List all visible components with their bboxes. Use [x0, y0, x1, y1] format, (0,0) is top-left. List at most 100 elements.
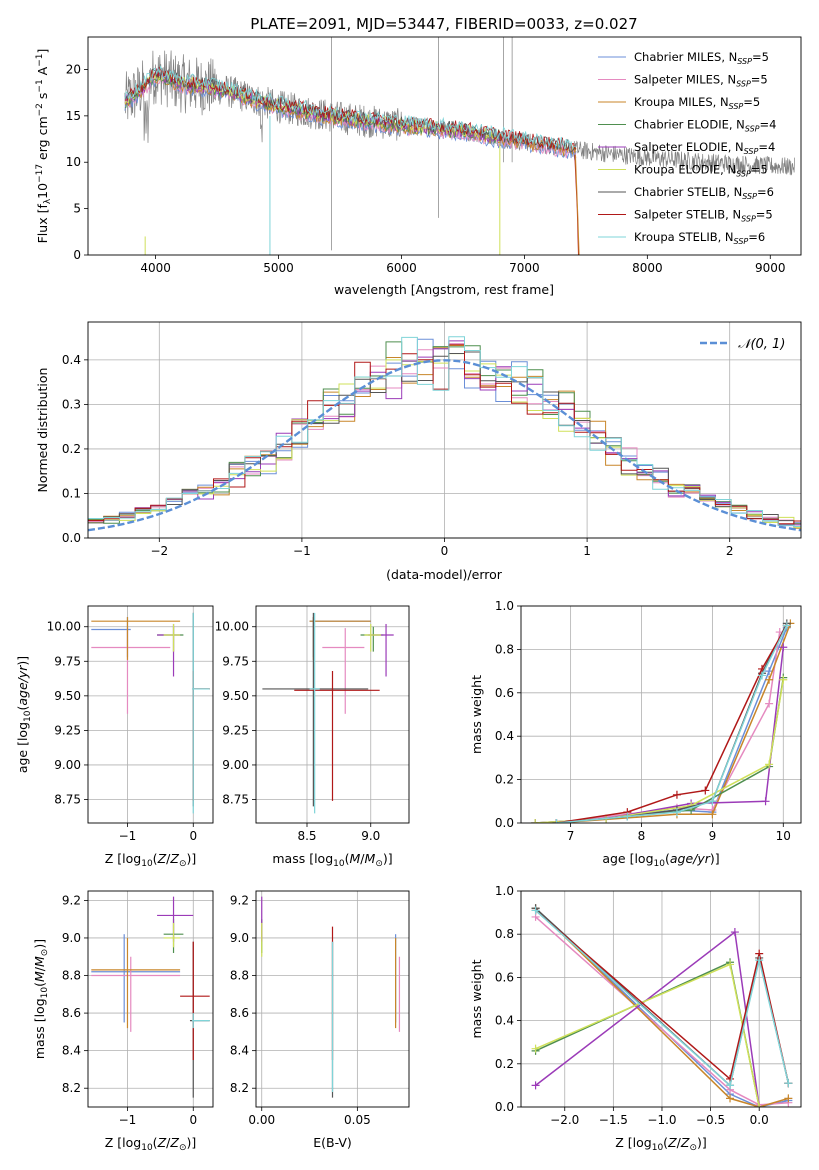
label-part: M [32, 956, 47, 967]
x-tick-label: 0.0 [750, 1113, 769, 1127]
mass-weight-marker [701, 786, 710, 795]
legend-sub: SSP [737, 57, 752, 66]
spectrum-model-line [124, 66, 577, 152]
y-tick-label: 8.75 [222, 793, 249, 807]
label-part: age [log [15, 722, 30, 773]
label-part: ( [153, 1135, 158, 1150]
mass-weight-marker [782, 621, 791, 630]
label-part: −1 [35, 54, 45, 67]
y-tick-label: 0.8 [495, 927, 514, 941]
label-part: / [32, 966, 47, 971]
y-tick-label: 0.2 [62, 442, 81, 456]
legend-count: =5 [756, 208, 773, 222]
panel-mass_vs_ebv: 0.00 0.05 8.2 8.4 8.6 8.8 9.0 9.2 E(B-V) [230, 890, 410, 1150]
label-part: mass [log [32, 998, 47, 1059]
legend-count: =6 [748, 230, 765, 244]
mass-weight-marker [708, 810, 717, 819]
mass-weight-marker [765, 675, 774, 684]
label-part: 10 [40, 987, 50, 999]
label-part: Z [log [105, 1135, 141, 1150]
label-part: ( [345, 851, 350, 866]
x-tick-label: 0.05 [344, 1113, 371, 1127]
spectrum-data-line [124, 50, 795, 176]
label-part: −1 [35, 79, 45, 92]
y-tick-label: 8.4 [230, 1044, 249, 1058]
x-axis-label: Z [log10(Z/Z⊙)] [105, 851, 197, 869]
legend-count: =5 [743, 95, 760, 109]
x-axis-label: mass [log10(M/M⊙)] [272, 851, 392, 869]
legend-count: =5 [751, 163, 768, 177]
x-tick-label: 1 [583, 544, 591, 558]
legend-entry: Chabrier STELIB, NSSP=6 [634, 185, 774, 201]
legend-count: =4 [758, 140, 775, 154]
y-tick-label: 9.25 [222, 723, 249, 737]
x-tick-label: 2 [726, 544, 734, 558]
label-part: Flux [f [35, 204, 50, 244]
mass-weight-marker [531, 1081, 540, 1090]
mass-weight-series-line [535, 909, 790, 1084]
x-axis-label: Z [log10(Z/Z⊙)] [615, 1135, 707, 1153]
plot-area [88, 336, 801, 532]
normal-legend-label: 𝒩(0, 1) [738, 337, 785, 352]
label-part: s [35, 93, 50, 104]
axes-frame [255, 890, 410, 1108]
label-part: )] [32, 939, 47, 949]
legend-name: Chabrier MILES, N [634, 50, 737, 64]
plot-area [531, 619, 795, 823]
legend-name: Salpeter ELODIE, N [634, 140, 744, 154]
label-part: / [360, 851, 365, 866]
x-tick-label: 9.0 [361, 829, 380, 843]
y-tick-label: 0 [73, 248, 81, 262]
legend-name: Kroupa MILES, N [634, 95, 729, 109]
figure-title: PLATE=2091, MJD=53447, FIBERID=0033, z=0… [250, 15, 637, 33]
mass-weight-series-line [535, 909, 790, 1087]
legend-name: Chabrier STELIB, N [634, 185, 742, 199]
label-part: 10 [35, 183, 50, 199]
legend-sub: SSP [745, 125, 760, 134]
label-part: ⊙ [40, 949, 50, 957]
mass-weight-marker [765, 699, 774, 708]
y-tick-label: 0.2 [495, 1057, 514, 1071]
label-part: −17 [35, 164, 45, 183]
x-tick-label: −1 [119, 829, 137, 843]
legend-entry: Salpeter ELODIE, NSSP=4 [634, 140, 775, 156]
label-part: Z [667, 1135, 677, 1150]
y-tick-label: 1.0 [495, 884, 514, 898]
legend-sub: SSP [742, 192, 757, 201]
model-drop [574, 154, 579, 255]
label-part: M [365, 851, 376, 866]
legend-count: =5 [752, 50, 769, 64]
y-tick-label: 10 [66, 155, 81, 169]
x-axis-label: E(B-V) [313, 1135, 352, 1150]
label-part: age/yr [670, 851, 711, 866]
x-tick-label: 8.5 [297, 829, 316, 843]
y-tick-label: 8.2 [62, 1081, 81, 1095]
axes-frame [255, 605, 410, 824]
label-part: ( [32, 982, 47, 987]
panel-mass_weight_vs_Z: −2.0 −1.5 −1.0 −0.5 0.0 0.0 0.2 0.4 0.6 0.8 1.0 Z [… [469, 884, 802, 1153]
label-part: )] [15, 656, 30, 666]
plot-area [91, 896, 210, 1098]
x-tick-label: −2 [150, 544, 168, 558]
legend-sub: SSP [729, 102, 744, 111]
mass-weight-marker [531, 1044, 540, 1053]
legend-entry: Salpeter MILES, NSSP=5 [634, 73, 768, 89]
label-part: ⊙ [179, 859, 187, 869]
x-tick-label: −1 [119, 1113, 137, 1127]
legend-count: =6 [757, 185, 774, 199]
x-tick-label: 9 [709, 829, 717, 843]
y-tick-label: 8.6 [230, 1006, 249, 1020]
label-part: ⊙ [375, 859, 383, 869]
label-part: −2 [35, 103, 45, 116]
model-drop [574, 154, 580, 255]
label-part: Z [680, 1135, 690, 1150]
panel-age_vs_mass: 8.5 9.0 8.75 9.00 9.25 9.50 9.75 10.00 mass [log… [215, 605, 410, 869]
mass-weight-marker [672, 790, 681, 799]
y-tick-label: 0.3 [62, 397, 81, 411]
legend-sub: SSP [736, 170, 751, 179]
label-part: / [166, 851, 171, 866]
label-part: )] [383, 851, 393, 866]
x-tick-label: 7 [567, 829, 575, 843]
x-tick-label: 8000 [632, 261, 663, 275]
